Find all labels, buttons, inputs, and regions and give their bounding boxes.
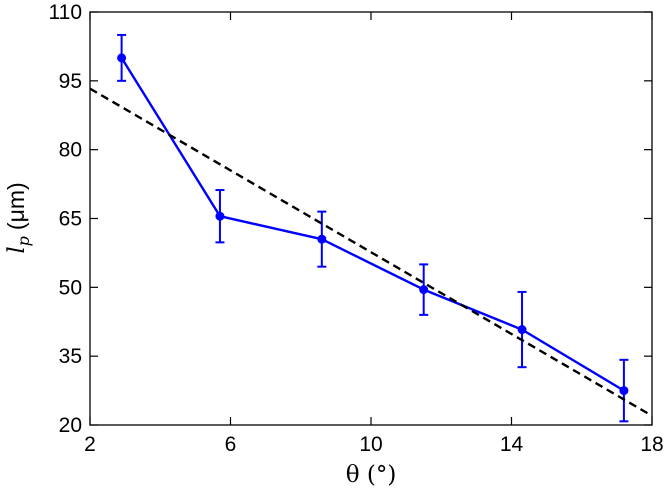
x-axis-label: θ (°) — [346, 462, 397, 488]
data-point — [215, 211, 225, 221]
x-tick-label: 2 — [84, 433, 96, 456]
y-axis-label: lp (μm) — [3, 182, 33, 253]
plot-marks — [90, 33, 652, 423]
y-tick-label: 110 — [49, 1, 82, 24]
y-tick-label: 95 — [59, 70, 82, 93]
data-point — [317, 234, 327, 244]
x-tick-label: 6 — [225, 433, 237, 456]
fit-line — [90, 87, 652, 417]
y-tick-label: 20 — [59, 414, 82, 437]
axis-ticks: 2 6 10 14 18 20 35 50 65 80 95 110 — [49, 1, 664, 456]
data-point — [117, 53, 127, 63]
plot-frame — [89, 11, 653, 426]
data-point — [517, 325, 527, 335]
y-axis-label-subscript: p — [14, 236, 33, 246]
data-point — [419, 285, 429, 295]
x-tick-label: 10 — [359, 433, 382, 456]
y-tick-label: 65 — [59, 208, 82, 231]
x-tick-label: 18 — [640, 433, 663, 456]
y-tick-label: 50 — [59, 276, 82, 299]
x-tick-label: 14 — [500, 433, 524, 456]
y-axis-label-symbol: l — [4, 246, 30, 253]
y-axis-label-unit: (μm) — [3, 182, 29, 230]
y-tick-label: 35 — [59, 345, 82, 368]
series-line — [120, 57, 625, 392]
data-point — [619, 386, 629, 396]
y-tick-label: 80 — [59, 139, 82, 162]
